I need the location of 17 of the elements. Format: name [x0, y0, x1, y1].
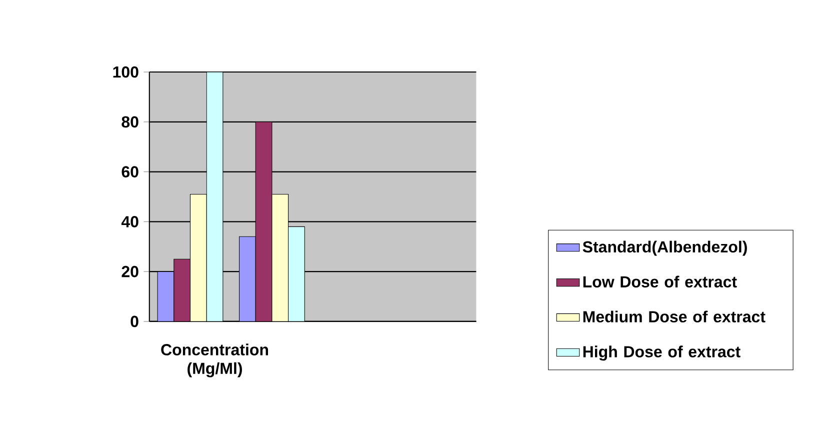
- y-tick-label: 60: [122, 166, 138, 178]
- legend-label: Medium Dose of extract: [583, 310, 766, 322]
- y-tick-label: 80: [122, 116, 138, 128]
- bar: [255, 122, 272, 322]
- bar: [272, 194, 289, 322]
- y-tick-label: 40: [121, 216, 138, 228]
- bar: [174, 258, 191, 322]
- bar: [239, 236, 256, 322]
- y-tick-label: 0: [130, 316, 138, 328]
- bar: [190, 194, 207, 322]
- bar: [157, 271, 174, 322]
- legend-label: High Dose of extract: [583, 346, 740, 361]
- y-tick-label: 100: [113, 66, 138, 78]
- y-tick-label: 20: [122, 266, 138, 278]
- legend-label: Low Dose of extract: [583, 276, 737, 288]
- legend-label: Standard(Albendezol): [582, 240, 747, 256]
- x-axis-title: Concentration (Mg/Ml): [161, 344, 268, 378]
